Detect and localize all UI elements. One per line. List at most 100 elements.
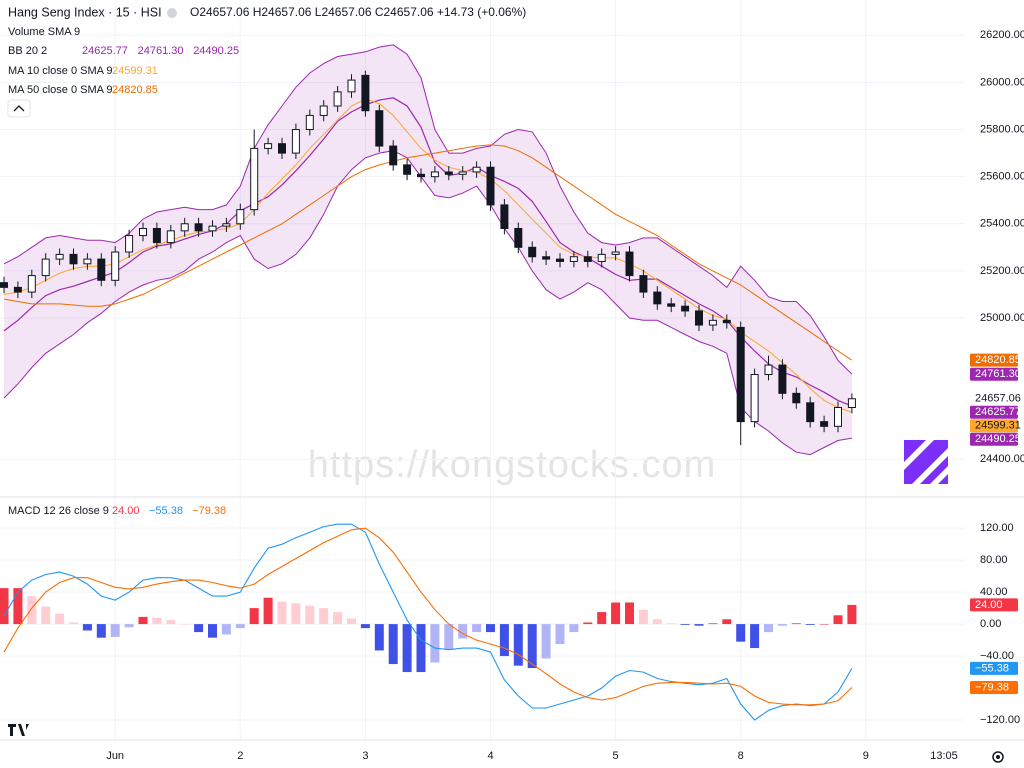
histogram-bar [138,616,148,625]
y-tick-label: −120.00 [980,714,1020,726]
y-tick-label: 25200.00 [980,265,1024,277]
candle-body [319,105,328,116]
histogram-bar [736,624,746,642]
histogram-bar [694,624,704,626]
price-tag: 24.00 [975,599,1003,611]
tv-logo[interactable] [8,724,29,736]
candle-body [278,143,286,154]
candle-body [597,253,606,262]
candle-body [13,286,22,293]
candle-body [194,223,203,232]
histogram-bar [291,603,301,625]
candle-body [97,258,106,281]
price-tag-bg [970,367,1018,381]
candle-body [333,91,342,107]
histogram-bar [333,612,343,625]
legend-value: 24625.77 [82,45,128,57]
histogram-bar [680,624,690,625]
histogram-bar [166,620,176,625]
histogram-bar [319,608,329,625]
candle-body [444,171,453,175]
y-tick-label: 26000.00 [980,76,1024,88]
y-tick-label: 25600.00 [980,171,1024,183]
logo-shape [8,724,29,736]
histogram-bar [55,613,65,625]
histogram-bar [27,596,37,625]
histogram-bar [583,622,593,625]
y-tick-label: 120.00 [980,522,1014,534]
candle-body [778,364,787,394]
price-tag-bg [970,405,1018,419]
candle-body [500,204,509,229]
histogram-bar [486,624,495,633]
candle-body [389,145,398,166]
candle-body [556,258,564,262]
candle-body [375,110,384,147]
histogram-bar [402,624,412,673]
candle-body [653,291,662,305]
price-tag: 24599.31 [975,420,1021,432]
histogram-bar [625,602,634,625]
candle-body [361,74,370,112]
x-tick-label: 8 [738,750,744,762]
histogram-bar [69,622,78,625]
histogram-bar [652,619,662,625]
legend-name: MA 10 close 0 SMA 9 [8,65,113,77]
candle-body [417,173,425,178]
band-fill [4,44,852,455]
histogram-bar [777,624,787,626]
candle-body [55,253,64,260]
candle-body [166,230,175,244]
price-tag: 24657.06 [975,393,1021,405]
histogram-bar [458,624,468,639]
legend-name: MA 50 close 0 SMA 9 [8,84,113,96]
price-tag: 24761.30 [975,368,1021,380]
candle-body [486,166,495,206]
candle-body [41,258,50,277]
y-tick-label: 80.00 [980,554,1008,566]
candle-body [291,129,300,154]
histogram-bar [41,606,51,625]
histogram-bar [82,624,92,631]
candle-body [834,406,842,427]
histogram-bar [221,624,231,635]
candle-body [250,147,259,211]
candle-body [0,282,8,288]
histogram-bar [152,617,162,625]
histogram-bar [611,602,621,625]
x-tick-label: Jun [106,750,124,762]
histogram-bar [708,623,718,625]
legend-value: 24599.31 [112,65,158,77]
y-tick-label: 40.00 [980,586,1008,598]
histogram-bar [764,624,773,633]
legend-value: −79.38 [192,505,226,517]
collapse-button[interactable] [7,99,31,118]
grid [0,0,965,740]
candle-body [305,114,314,131]
watermark: https://kongstocks.com [308,444,717,486]
histogram-bar [96,624,106,638]
indicator-line [3,44,853,375]
histogram-bar [597,612,607,625]
price-tag-bg [970,432,1018,446]
candle-body [69,253,78,265]
badge-stripes [904,440,948,484]
settings[interactable] [992,751,1004,763]
candle-body [764,364,773,376]
candle-body [180,223,189,232]
candle-body [139,227,147,237]
candle-body [569,256,578,262]
y-tick-label: 26200.00 [980,29,1024,41]
candle-body [722,319,731,324]
market-status [167,8,177,18]
histogram-bar [235,624,245,629]
candle-body [83,258,92,265]
price-tag: −55.38 [975,662,1009,674]
x-tick-label: 5 [613,750,619,762]
price-tag-bg [970,598,1018,612]
histogram-bar [722,619,732,625]
histogram-bar [499,624,509,657]
histogram-bar [472,624,482,633]
legend-value: 24820.85 [112,84,158,96]
